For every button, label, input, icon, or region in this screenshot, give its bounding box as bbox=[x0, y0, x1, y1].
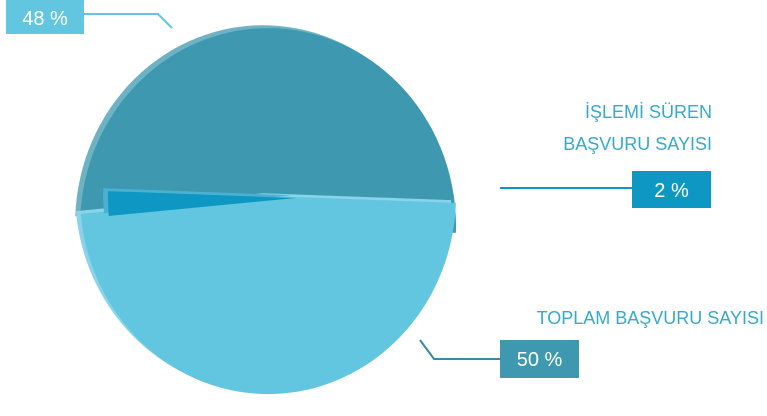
category-label-line2: BAŞVURU SAYISI bbox=[563, 134, 712, 154]
category-label-line1: İŞLEMİ SÜREN bbox=[585, 102, 712, 122]
category-label-total: TOPLAM BAŞVURU SAYISI bbox=[537, 308, 764, 328]
value-text-48: 48 % bbox=[22, 8, 68, 30]
value-box-48 bbox=[6, 0, 84, 34]
leader-line-48 bbox=[70, 13, 173, 29]
value-label-50: 50 % bbox=[500, 340, 579, 378]
value-text-50: 50 % bbox=[517, 349, 563, 371]
pie-slice-50-face bbox=[80, 28, 457, 233]
pie-slice-50 bbox=[75, 25, 457, 233]
pie-slice-48 bbox=[75, 193, 456, 395]
value-label-48: 48 % bbox=[6, 0, 84, 34]
value-box-2 bbox=[632, 171, 711, 208]
pie-slice-2 bbox=[103, 188, 297, 216]
pie-slice-48-face bbox=[80, 196, 456, 395]
value-label-2: 2 % bbox=[632, 171, 711, 208]
pie-slice-2-face bbox=[107, 191, 297, 216]
leader-line-50 bbox=[419, 339, 500, 360]
value-box-50 bbox=[500, 340, 579, 378]
value-text-2: 2 % bbox=[654, 180, 689, 202]
